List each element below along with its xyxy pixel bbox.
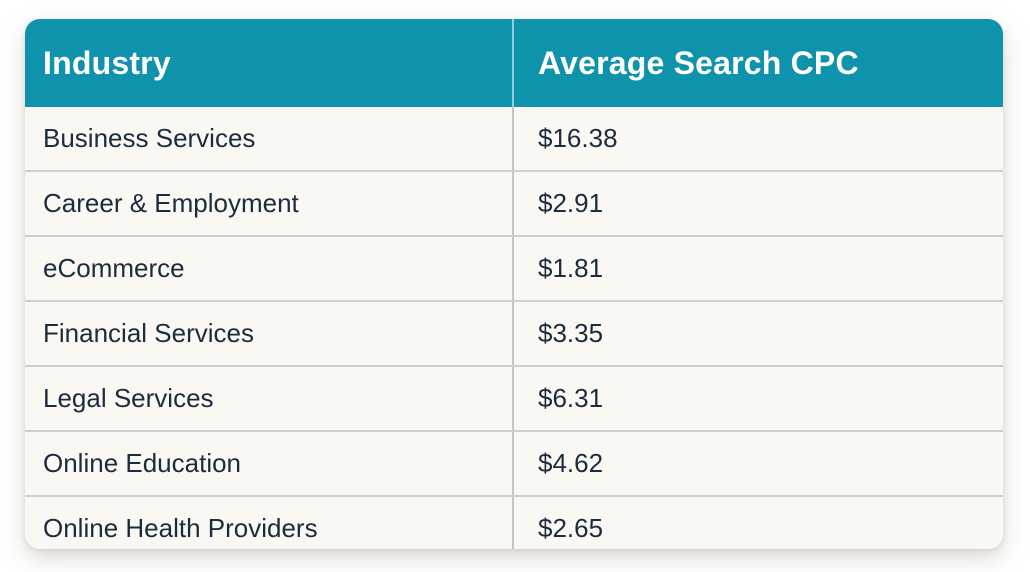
cpc-table-card: Industry Average Search CPC Business Ser… [25, 19, 1003, 549]
table-row: Online Health Providers $2.65 [25, 495, 1003, 549]
column-header-average-search-cpc: Average Search CPC [538, 44, 859, 81]
industry-cell: Business Services [25, 107, 514, 170]
industry-cell: Online Education [25, 432, 514, 495]
industry-cell: Financial Services [25, 302, 514, 365]
industry-cell: eCommerce [25, 237, 514, 300]
column-header-industry: Industry [25, 19, 514, 107]
cpc-cell: $16.38 [538, 123, 618, 153]
cpc-cell: $2.65 [538, 513, 604, 543]
table-row: eCommerce $1.81 [25, 235, 1003, 300]
cpc-cell: $6.31 [538, 383, 604, 413]
industry-cell: Legal Services [25, 367, 514, 430]
cpc-cell: $1.81 [538, 253, 604, 283]
table-row: Legal Services $6.31 [25, 365, 1003, 430]
table-row: Financial Services $3.35 [25, 300, 1003, 365]
cpc-cell: $4.62 [538, 448, 604, 478]
table-row: Career & Employment $2.91 [25, 170, 1003, 235]
industry-cell: Online Health Providers [25, 497, 514, 549]
table-row: Online Education $4.62 [25, 430, 1003, 495]
table-row: Business Services $16.38 [25, 107, 1003, 170]
industry-cell: Career & Employment [25, 172, 514, 235]
table-header-row: Industry Average Search CPC [25, 19, 1003, 107]
cpc-cell: $2.91 [538, 188, 604, 218]
cpc-cell: $3.35 [538, 318, 604, 348]
